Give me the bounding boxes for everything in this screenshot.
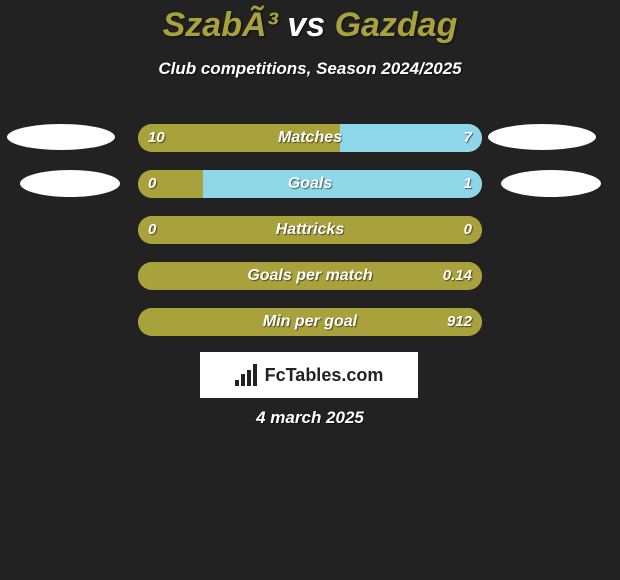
stat-value-right: 1 [464, 170, 472, 198]
player1-name: SzabÃ³ [163, 6, 278, 44]
stat-row: 912Min per goal [0, 308, 620, 336]
stat-value-left: 0 [148, 170, 156, 198]
player2-name: Gazdag [335, 6, 458, 44]
stats-rows: 107Matches01Goals00Hattricks0.14Goals pe… [0, 124, 620, 354]
date-text: 4 march 2025 [0, 408, 620, 428]
page-title: SzabÃ³ vs Gazdag [0, 0, 620, 45]
brand-text: FcTables.com [265, 365, 384, 386]
stat-row: 107Matches [0, 124, 620, 152]
bar-left [138, 308, 482, 336]
subtitle: Club competitions, Season 2024/2025 [0, 59, 620, 79]
stat-value-left: 0 [148, 216, 156, 244]
bar-right [340, 124, 482, 152]
brand-box: FcTables.com [200, 352, 418, 398]
stat-value-left: 10 [148, 124, 165, 152]
bar-track: 01Goals [138, 170, 482, 198]
bar-left [138, 262, 482, 290]
stat-value-right: 912 [447, 308, 472, 336]
bars-icon [235, 364, 261, 386]
comparison-card: SzabÃ³ vs Gazdag Club competitions, Seas… [0, 0, 620, 580]
stat-value-right: 0.14 [443, 262, 472, 290]
bar-left [138, 216, 482, 244]
player-ellipse [7, 124, 115, 150]
bar-track: 912Min per goal [138, 308, 482, 336]
bar-track: 0.14Goals per match [138, 262, 482, 290]
player-ellipse [501, 170, 601, 197]
bar-track: 107Matches [138, 124, 482, 152]
bar-left [138, 124, 340, 152]
stat-row: 0.14Goals per match [0, 262, 620, 290]
stat-value-right: 7 [464, 124, 472, 152]
player-ellipse [20, 170, 120, 197]
stat-row: 01Goals [0, 170, 620, 198]
player-ellipse [488, 124, 596, 150]
bar-right [203, 170, 482, 198]
vs-text: vs [278, 6, 335, 44]
bar-track: 00Hattricks [138, 216, 482, 244]
stat-row: 00Hattricks [0, 216, 620, 244]
stat-value-right: 0 [464, 216, 472, 244]
